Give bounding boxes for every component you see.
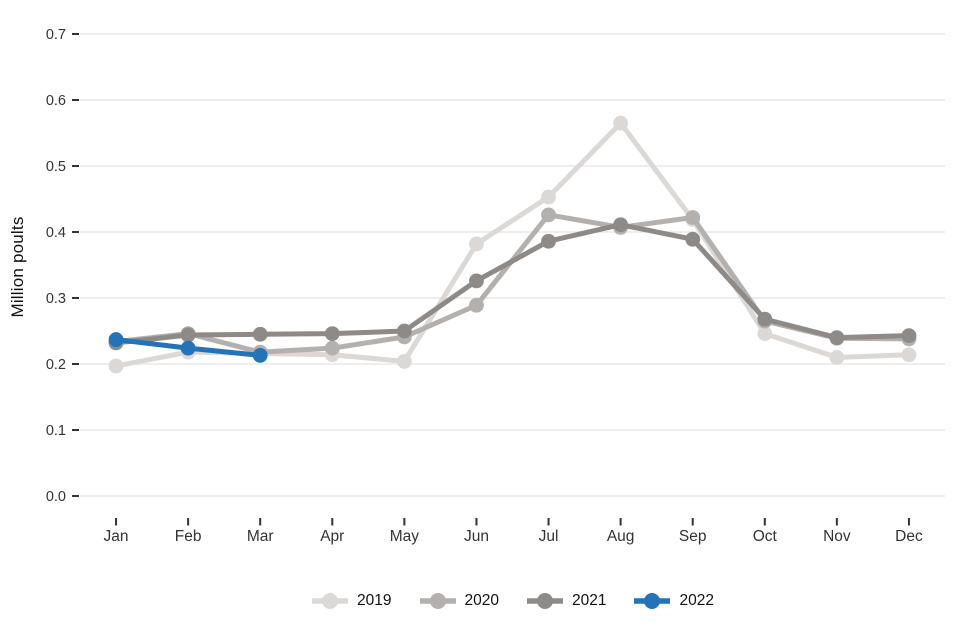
data-point-2020-Sep bbox=[685, 210, 701, 225]
x-tick-label-Jun: Jun bbox=[464, 528, 489, 545]
data-point-2021-Dec bbox=[901, 328, 917, 344]
legend-label-2022: 2022 bbox=[679, 592, 714, 609]
x-tick-label-Jul: Jul bbox=[539, 528, 559, 545]
x-tick-label-May: May bbox=[390, 528, 420, 545]
data-point-2019-Oct bbox=[757, 326, 773, 342]
x-tick-label-Sep: Sep bbox=[679, 528, 707, 545]
y-tick-label: 0.2 bbox=[46, 357, 66, 373]
series-line-2020 bbox=[115, 212, 909, 355]
y-tick-label: 0.1 bbox=[46, 423, 66, 439]
data-point-2019-May bbox=[396, 353, 412, 369]
y-tick-label: 0.3 bbox=[46, 291, 66, 307]
legend-key-icon-2020 bbox=[419, 593, 456, 609]
data-point-2021-Aug bbox=[613, 217, 629, 233]
data-point-2022-Feb bbox=[180, 340, 196, 356]
legend-item-2019: 2019 bbox=[311, 589, 392, 613]
data-point-2019-Nov bbox=[829, 350, 845, 365]
legend-item-2020: 2020 bbox=[419, 589, 499, 613]
data-point-2021-Jun bbox=[469, 273, 484, 289]
y-axis-title: Million poults bbox=[8, 216, 27, 318]
x-tick-label-Mar: Mar bbox=[247, 528, 274, 545]
chart-svg: 0.0 0.1 0.2 0.3 0.4 0.5 0.6 0.7 Jan Feb Mar Apr May J… bbox=[46, 27, 945, 545]
data-point-2022-Mar bbox=[252, 348, 268, 363]
data-point-2022-Jan bbox=[108, 332, 124, 347]
legend-key-icon-2022 bbox=[634, 593, 671, 609]
data-point-2021-Jul bbox=[541, 233, 556, 249]
legend-item-2021: 2021 bbox=[526, 589, 606, 613]
y-tick-label: 0.4 bbox=[46, 225, 66, 241]
legend-label-2019: 2019 bbox=[357, 592, 392, 609]
x-tick-label-Oct: Oct bbox=[753, 528, 778, 545]
data-point-2020-Apr bbox=[324, 340, 340, 356]
x-tick-label-Aug: Aug bbox=[607, 528, 635, 545]
legend-label-2021: 2021 bbox=[572, 592, 607, 609]
legend-item-2022: 2022 bbox=[633, 589, 714, 613]
data-point-2021-Mar bbox=[252, 326, 268, 342]
data-point-2021-Sep bbox=[685, 231, 701, 247]
x-tick-label-Apr: Apr bbox=[320, 528, 344, 545]
legend-key-icon-2019 bbox=[312, 593, 349, 609]
data-point-2019-Jan bbox=[108, 358, 124, 374]
data-point-2021-Oct bbox=[757, 311, 773, 327]
data-point-2021-Nov bbox=[829, 330, 845, 345]
legend-key-icon-2021 bbox=[527, 593, 563, 609]
legend: 2019 2020 2021 2022 bbox=[80, 585, 945, 617]
data-point-2019-Aug bbox=[613, 115, 629, 131]
x-tick-label-Jan: Jan bbox=[104, 528, 129, 545]
y-tick-label: 0.6 bbox=[46, 93, 66, 109]
series-line-2021 bbox=[115, 222, 910, 346]
y-tick-label: 0.5 bbox=[46, 159, 66, 175]
legend-label-2020: 2020 bbox=[464, 592, 499, 609]
data-point-2019-Dec bbox=[901, 347, 917, 363]
y-tick-label: 0.7 bbox=[46, 27, 66, 43]
x-tick-label-Dec: Dec bbox=[895, 528, 923, 545]
data-point-2019-Jun bbox=[469, 236, 484, 252]
x-tick-label-Nov: Nov bbox=[823, 528, 851, 545]
data-point-2019-Jul bbox=[541, 189, 556, 205]
data-point-2020-Jun bbox=[469, 297, 484, 313]
data-point-2020-Jul bbox=[541, 207, 556, 223]
x-tick-label-Feb: Feb bbox=[175, 528, 202, 545]
data-point-2021-Apr bbox=[324, 326, 340, 342]
data-point-2021-Feb bbox=[180, 327, 196, 343]
data-point-2021-May bbox=[396, 323, 412, 339]
y-tick-label: 0.0 bbox=[46, 489, 66, 505]
